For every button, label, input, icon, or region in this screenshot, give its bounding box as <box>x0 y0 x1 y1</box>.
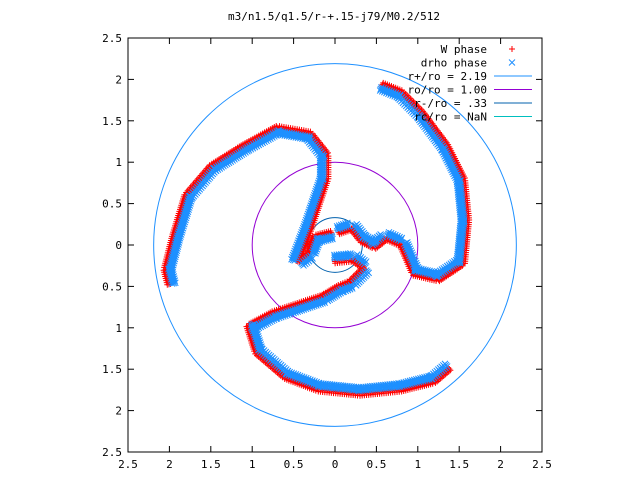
y-tick-label-5: 0 <box>115 239 122 252</box>
y-tick-label-10: 2.5 <box>102 446 122 459</box>
legend-label-0: W phase <box>441 43 487 56</box>
y-tick-label-7: 1 <box>115 322 122 335</box>
legend-label-3: ro/ro = 1.00 <box>408 84 487 97</box>
y-tick-label-0: 2.5 <box>102 32 122 45</box>
x-tick-label-6: 0.5 <box>366 458 386 471</box>
x-tick-label-9: 2 <box>497 458 504 471</box>
circle-1 <box>251 161 419 329</box>
x-tick-label-0: 2.5 <box>118 458 138 471</box>
y-tick-label-1: 2 <box>115 73 122 86</box>
legend-label-1: drho phase <box>421 57 487 70</box>
x-tick-label-4: 0.5 <box>284 458 304 471</box>
series-1-point-1-16 <box>344 221 352 228</box>
series-layer <box>160 79 473 399</box>
series-1-point-2-23 <box>346 250 354 257</box>
series-1-point-0-587 <box>171 279 179 287</box>
series-1-point-2-22 <box>347 251 354 259</box>
y-tick-label-6: 0.5 <box>102 280 122 293</box>
x-tick-label-1: 2 <box>166 458 173 471</box>
x-tick-label-10: 2.5 <box>532 458 552 471</box>
series-1-point-2-107 <box>326 296 334 304</box>
y-tick-label-9: 2 <box>115 405 122 418</box>
series-1-point-1-17 <box>344 219 351 227</box>
x-tick-label-3: 1 <box>249 458 256 471</box>
legend-label-2: r+/ro = 2.19 <box>408 70 487 83</box>
series-1-point-1-514 <box>377 85 385 93</box>
x-tick-label-5: 0 <box>332 458 339 471</box>
y-tick-label-2: 1.5 <box>102 115 122 128</box>
y-tick-label-3: 1 <box>115 156 122 169</box>
series-1-point-1-100 <box>397 236 405 243</box>
series-1 <box>165 84 468 395</box>
series-1-point-2-551 <box>441 360 449 368</box>
axis-layer: 2.5 2 1.5 1 0.5 0 0.5 1 1.5 2 2.52.521.510.500.511… <box>102 32 552 471</box>
series-1-point-0-586 <box>170 279 178 287</box>
y-tick-label-8: 1.5 <box>102 363 122 376</box>
series-1-point-1-515 <box>376 87 384 94</box>
x-tick-label-7: 1 <box>414 458 421 471</box>
series-1-point-1-101 <box>398 234 406 242</box>
x-tick-label-2: 1.5 <box>201 458 221 471</box>
legend-label-4: r-/ro = .33 <box>414 97 487 110</box>
x-tick-label-8: 1.5 <box>449 458 469 471</box>
series-1-point-2-41 <box>362 258 370 265</box>
chart-title: m3/n1.5/q1.5/r-+.15-j79/M0.2/512 <box>228 10 440 23</box>
legend-swatch-0 <box>509 46 515 52</box>
series-1-point-1-80 <box>377 231 384 238</box>
y-tick-label-4: 0.5 <box>102 198 122 211</box>
legend-swatch-1 <box>508 59 516 66</box>
series-1-point-0-65 <box>300 262 307 269</box>
circle-0 <box>153 63 517 427</box>
legend-label-5: rc/ro = NaN <box>414 111 487 124</box>
series-1-point-2-68 <box>352 282 360 289</box>
